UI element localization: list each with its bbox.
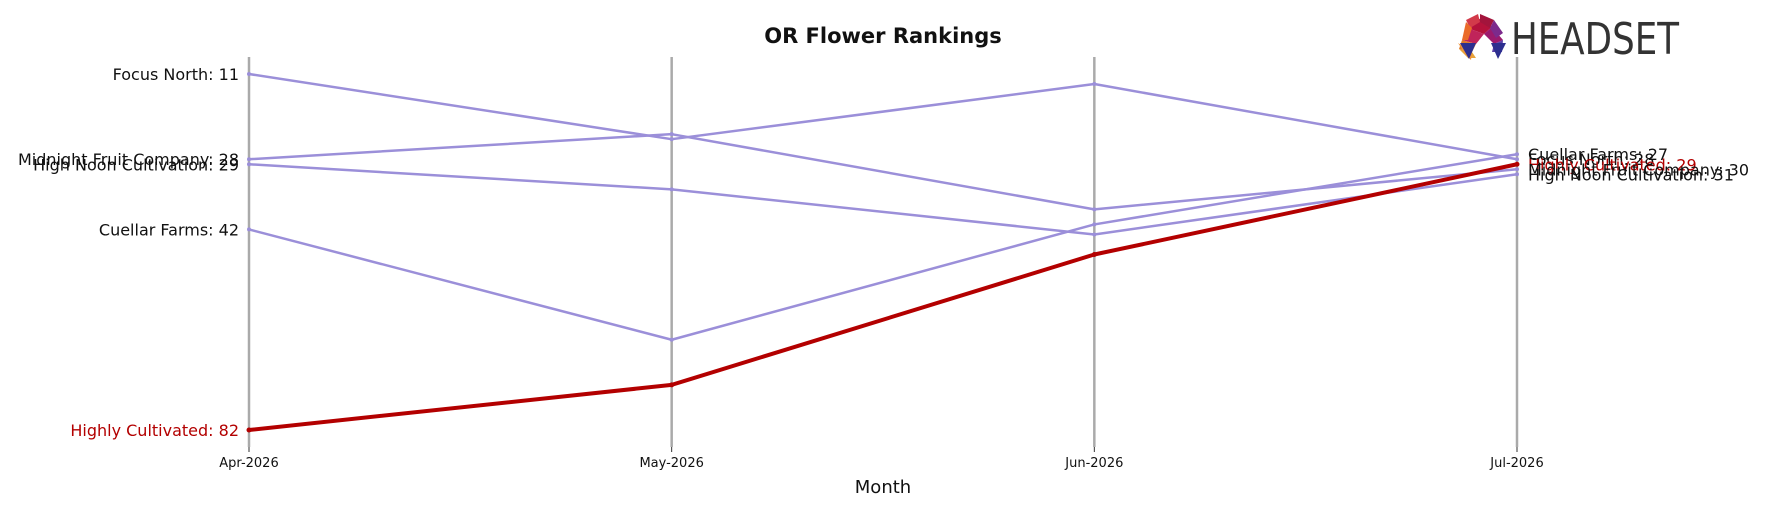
data-point-high-noon-cultivation (1092, 232, 1097, 237)
series-line-focus-north (248, 72, 1518, 161)
x-tick-label: Apr-2026 (219, 456, 278, 471)
end-label: Highly Cultivated: 29 (1528, 155, 1697, 174)
start-label: Highly Cultivated: 82 (70, 421, 239, 440)
data-point-highly-cultivated (1514, 161, 1520, 167)
series-lines (246, 72, 1520, 433)
start-label: Midnight Fruit Company: 28 (18, 150, 239, 169)
data-point-cuellar-farms (669, 337, 674, 342)
end-label: Midnight Fruit Company: 30 (1528, 160, 1749, 179)
data-point-highly-cultivated (1091, 252, 1097, 258)
start-label: Cuellar Farms: 42 (99, 220, 239, 239)
vertical-gridlines (247, 57, 1519, 452)
data-point-highly-cultivated (669, 382, 675, 388)
data-point-focus-north (247, 72, 251, 76)
x-axis-label: Month (855, 477, 911, 498)
data-point-focus-north (1515, 157, 1519, 162)
series-line-high-noon-cultivation (248, 163, 1518, 236)
end-label: Cuellar Farms: 27 (1528, 145, 1668, 164)
x-tick-label: May-2026 (639, 456, 703, 471)
data-point-cuellar-farms (1515, 152, 1519, 157)
data-point-cuellar-farms (1092, 222, 1097, 227)
series-line-midnight-fruit-company (248, 132, 1518, 211)
start-label: Focus North: 11 (113, 65, 239, 84)
data-point-focus-north (1092, 82, 1097, 87)
end-label: High Noon Cultivation: 31 (1528, 165, 1734, 184)
start-label: High Noon Cultivation: 29 (33, 155, 239, 174)
series-line-cuellar-farms (248, 152, 1518, 341)
x-tick-label: Jun-2026 (1064, 456, 1123, 471)
data-point-high-noon-cultivation (247, 162, 251, 167)
series-line-highly-cultivated (248, 162, 1518, 432)
data-point-high-noon-cultivation (1515, 172, 1519, 177)
headset-logo: HEADSET (1458, 14, 1679, 65)
data-point-high-noon-cultivation (669, 187, 674, 192)
data-point-cuellar-farms (247, 227, 251, 232)
headset-logo-mark-icon (1458, 14, 1506, 60)
data-point-midnight-fruit-company (1092, 207, 1097, 212)
data-point-midnight-fruit-company (247, 157, 251, 162)
data-point-midnight-fruit-company (1515, 167, 1519, 172)
x-tick-labels: Apr-2026 May-2026 Jun-2026 Jul-2026 (219, 456, 1543, 471)
x-tick-label: Jul-2026 (1489, 456, 1543, 471)
chart-title: OR Flower Rankings (764, 24, 1002, 48)
series-labels: Focus North: 11 Midnight Fruit Company: 2… (18, 65, 1749, 440)
logo-wordmark: HEADSET (1511, 14, 1679, 65)
data-point-midnight-fruit-company (669, 132, 674, 137)
data-point-focus-north (669, 137, 674, 142)
end-label: Focus North: 28 (1528, 150, 1654, 169)
data-point-highly-cultivated (246, 427, 252, 433)
